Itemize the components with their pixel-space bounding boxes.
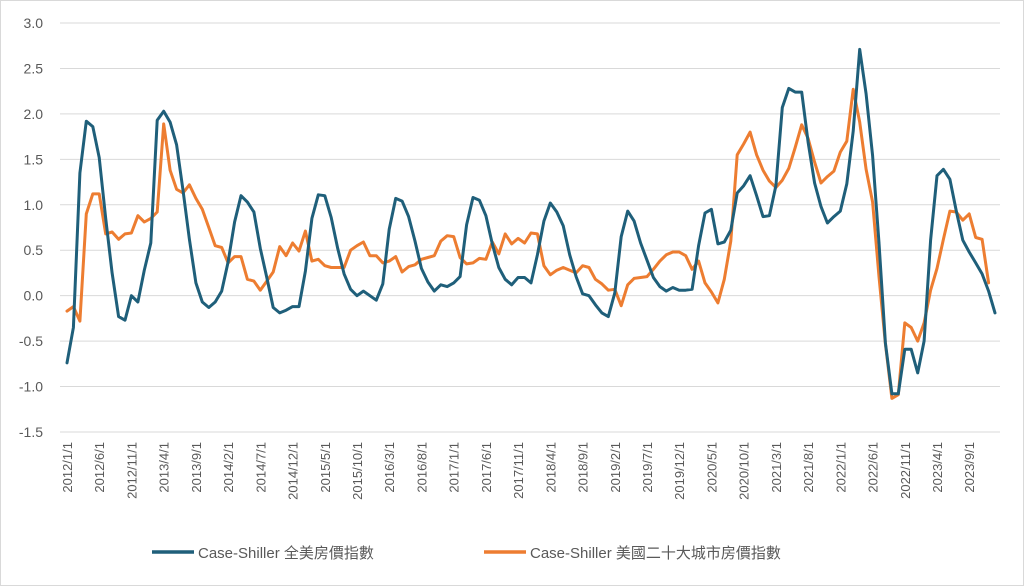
x-tick-label: 2018/4/1 [543,442,558,493]
x-tick-label: 2019/2/1 [608,442,623,493]
y-tick-label: 1.5 [24,151,44,167]
y-tick-label: -0.5 [19,333,43,349]
x-tick-label: 2017/11/1 [511,442,526,499]
series-lines [65,47,997,400]
x-tick-label: 2013/4/1 [157,442,172,493]
x-tick-label: 2018/9/1 [576,442,591,493]
legend: Case-Shiller 全美房價指數 Case-Shiller 美國二十大城市… [152,544,781,562]
x-tick-label: 2014/2/1 [221,442,236,493]
x-tick-label: 2023/4/1 [930,442,945,493]
x-tick-label: 2021/8/1 [801,442,816,493]
x-tick-label: 2022/11/1 [898,442,913,499]
y-tick-label: 2.0 [24,106,44,122]
x-axis-tick-labels: 2012/1/1 2012/6/1 2012/11/1 2013/4/1 2013/9/… [60,442,977,500]
x-tick-label: 2021/3/1 [769,442,784,493]
x-tick-label: 2016/3/1 [382,442,397,493]
x-tick-label: 2014/12/1 [286,442,301,500]
x-tick-label: 2015/10/1 [350,442,365,500]
x-tick-label: 2019/12/1 [672,442,687,500]
series-line-national [65,47,997,396]
y-tick-label: 0.0 [24,288,44,304]
x-tick-label: 2013/9/1 [189,442,204,493]
legend-label-20-city: Case-Shiller 美國二十大城市房價指數 [530,545,781,562]
x-tick-label: 2020/5/1 [704,442,719,493]
x-tick-label: 2012/6/1 [92,442,107,493]
x-tick-label: 2015/5/1 [318,442,333,493]
y-tick-label: 2.5 [24,60,44,76]
y-tick-label: -1.0 [19,379,43,395]
x-tick-label: 2019/7/1 [640,442,655,493]
x-tick-label: 2016/8/1 [414,442,429,493]
x-tick-label: 2020/10/1 [737,442,752,500]
y-tick-label: 0.5 [24,242,44,258]
x-tick-label: 2012/11/1 [124,442,139,499]
gridlines [60,22,1000,433]
y-tick-label: 3.0 [24,15,44,31]
y-tick-label: -1.5 [19,424,43,440]
x-tick-label: 2014/7/1 [253,442,268,493]
y-axis-tick-labels: 3.0 2.5 2.0 1.5 1.0 0.5 0.0 -0.5 -1.0 -1.5 [19,15,43,440]
x-tick-label: 2017/6/1 [479,442,494,493]
legend-label-national: Case-Shiller 全美房價指數 [198,544,374,562]
x-tick-label: 2022/6/1 [866,442,881,493]
y-tick-label: 1.0 [24,197,44,213]
x-tick-label: 2022/1/1 [833,442,848,493]
x-tick-label: 2023/9/1 [962,442,977,493]
x-tick-label: 2017/1/1 [447,442,462,493]
series-line-20-city [65,87,991,400]
x-tick-label: 2012/1/1 [60,442,75,493]
